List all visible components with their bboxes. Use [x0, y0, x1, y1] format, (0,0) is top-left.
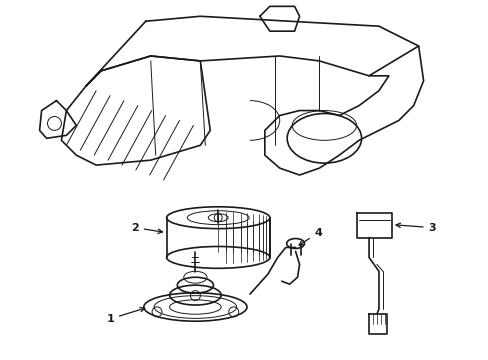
- Text: 4: 4: [299, 228, 322, 245]
- Text: 2: 2: [131, 222, 162, 233]
- Text: 1: 1: [106, 307, 144, 324]
- Text: 3: 3: [395, 222, 435, 233]
